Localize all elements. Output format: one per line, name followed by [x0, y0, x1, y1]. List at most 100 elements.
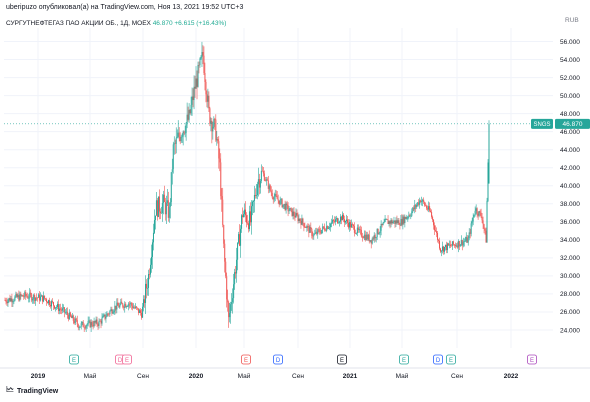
candle-body: [19, 293, 21, 301]
event-marker[interactable]: E: [337, 354, 347, 365]
candle-body: [203, 55, 205, 73]
candle-body: [195, 78, 197, 89]
candle-body: [449, 244, 451, 246]
candle-body: [358, 229, 360, 231]
event-marker[interactable]: E: [69, 354, 79, 365]
candle-body: [385, 219, 387, 220]
candle-body: [230, 304, 232, 314]
candle-body: [446, 243, 448, 251]
candle-body: [285, 203, 287, 211]
candle-body: [418, 202, 420, 205]
candle-body: [400, 218, 402, 226]
candle-body: [135, 306, 137, 308]
candle-body: [152, 232, 154, 243]
candle-body: [401, 218, 403, 225]
candle-body: [185, 123, 187, 134]
candle-body: [280, 199, 282, 200]
candle-body: [233, 284, 235, 299]
candle-body: [206, 94, 208, 102]
event-marker[interactable]: E: [527, 354, 537, 365]
candle-body: [347, 222, 349, 228]
candle-body: [93, 321, 95, 327]
candle-body: [202, 52, 204, 56]
candle-body: [266, 179, 268, 181]
candle-body: [205, 81, 207, 95]
candle-body: [53, 305, 55, 309]
last-price-symbol: SNGS: [533, 122, 550, 128]
candle-body: [328, 227, 330, 229]
candle-body: [98, 320, 100, 326]
candle-body: [466, 237, 468, 243]
event-marker[interactable]: E: [122, 354, 132, 365]
candle-body: [43, 295, 45, 302]
event-marker-box: [273, 354, 283, 365]
candle-body: [381, 223, 383, 226]
candle-body: [161, 203, 163, 214]
candle-body: [196, 78, 198, 87]
candle-body: [221, 196, 223, 200]
candle-body: [423, 199, 425, 203]
candle-body: [79, 326, 81, 328]
last-price-value: 46.870: [563, 121, 583, 128]
candle-body: [192, 96, 194, 101]
candle-body: [88, 320, 90, 322]
candle-body: [380, 223, 382, 231]
candle-body: [149, 264, 151, 275]
candle-body: [159, 211, 161, 214]
candle-body: [130, 303, 132, 305]
candle-body: [149, 274, 151, 275]
candle-body: [301, 218, 303, 225]
event-marker[interactable]: E: [241, 354, 251, 365]
candle-body: [251, 201, 253, 207]
candle-body: [180, 136, 182, 142]
candle-body: [61, 308, 63, 311]
candle-body: [120, 301, 122, 305]
candle-body: [474, 210, 476, 215]
candle-body: [274, 194, 276, 197]
candle-body: [30, 292, 32, 295]
candle-body: [75, 318, 77, 321]
candle-body: [71, 315, 73, 319]
candle-body: [213, 118, 215, 127]
candle-body: [277, 199, 279, 201]
candle-body: [295, 213, 297, 218]
candle-body: [313, 234, 315, 237]
candle-body: [108, 313, 110, 315]
candle-body: [179, 136, 181, 142]
candle-body: [391, 220, 393, 224]
event-marker[interactable]: D: [433, 354, 443, 365]
candle-body: [20, 293, 22, 296]
y-axis: RUB 24.000 26.000 28.000 30.000 32.000 34.000 3…: [560, 17, 580, 334]
candle-body: [182, 131, 184, 137]
candle-body: [45, 298, 47, 300]
candle-body: [293, 211, 295, 216]
candle-body: [456, 245, 458, 248]
event-marker[interactable]: E: [399, 354, 409, 365]
candle-body: [122, 303, 124, 307]
candle-body: [226, 276, 228, 300]
candle-body: [275, 194, 277, 196]
candle-body: [252, 200, 254, 202]
candle-body: [382, 222, 384, 226]
candle-body: [248, 211, 250, 230]
candle-body: [116, 302, 118, 310]
event-marker[interactable]: E: [446, 354, 456, 365]
candle-body: [421, 201, 423, 203]
candle-body: [439, 240, 441, 249]
candle-body: [314, 233, 316, 235]
candle-body: [486, 200, 488, 243]
x-tick-label: Сен: [137, 373, 149, 380]
candle-body: [481, 216, 483, 221]
candle-body: [335, 219, 337, 222]
candle-body: [408, 215, 410, 218]
candle-body: [172, 144, 174, 170]
candle-body: [469, 232, 471, 234]
event-marker[interactable]: D: [273, 354, 283, 365]
candle-body: [332, 220, 334, 223]
candle-body: [363, 234, 365, 239]
candle-body: [162, 194, 164, 204]
candle-body: [239, 234, 241, 246]
candle-body: [443, 246, 445, 252]
candle-body: [123, 306, 125, 308]
